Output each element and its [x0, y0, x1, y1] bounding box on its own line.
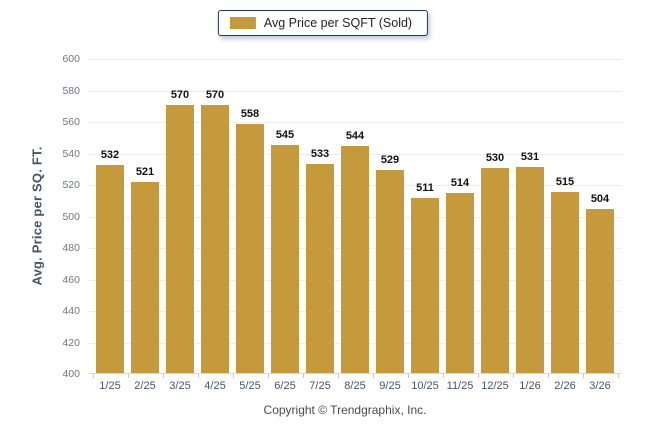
legend-swatch-icon: [229, 17, 256, 29]
y-tick-label: 560: [62, 116, 80, 128]
bar-3/26: [586, 209, 614, 373]
bar-11/25: [446, 193, 474, 373]
y-tick-label: 580: [62, 84, 80, 97]
bar-8/25: [341, 146, 369, 373]
x-tick-label: 6/25: [274, 380, 296, 392]
bar-3/25: [166, 105, 194, 373]
bar-1/25: [96, 165, 124, 373]
bar-2/26: [551, 191, 579, 373]
x-axis-tick: [92, 374, 94, 378]
x-axis-tick: [372, 374, 374, 378]
bar-2/25: [131, 182, 159, 373]
x-axis-tick: [337, 374, 339, 378]
x-axis-tick: [127, 374, 129, 378]
x-axis-tick: [617, 374, 619, 378]
x-tick-label: 9/25: [379, 380, 401, 392]
bar-value-label: 529: [380, 153, 400, 166]
y-tick-label: 480: [62, 242, 80, 254]
y-tick-label: 440: [62, 305, 80, 317]
x-axis-tick: [302, 374, 304, 378]
bar-value-label: 544: [345, 130, 365, 143]
bar-6/25: [271, 144, 299, 373]
x-tick-label: 4/25: [204, 380, 226, 392]
bar-1/26: [516, 166, 544, 373]
x-axis-tick: [512, 374, 514, 378]
bar-value-label: 521: [135, 166, 155, 179]
y-tick-label: 500: [62, 210, 80, 223]
x-tick-label: 2/26: [554, 380, 576, 392]
x-axis-line: [88, 373, 622, 374]
bar-value-label: 570: [205, 89, 225, 102]
x-axis-tick: [232, 374, 234, 378]
x-axis-tick: [547, 374, 549, 378]
x-axis-tick: [442, 374, 444, 378]
legend-label: Avg Price per SQFT (Sold): [263, 16, 413, 30]
x-tick-label: 1/26: [519, 380, 541, 392]
bar-value-label: 511: [416, 182, 434, 195]
x-axis-tick: [267, 374, 269, 378]
bar-12/25: [481, 168, 509, 373]
x-tick-label: 1/25: [99, 380, 121, 392]
bar-5/25: [236, 124, 264, 373]
bar-value-label: 504: [590, 193, 610, 206]
bar-value-label: 532: [100, 149, 120, 162]
bar-7/25: [306, 163, 334, 373]
bar-value-label: 530: [485, 152, 505, 165]
x-tick-label: 5/25: [239, 380, 261, 392]
x-tick-label: 7/25: [309, 380, 331, 392]
y-tick-label: 460: [62, 273, 80, 286]
legend: Avg Price per SQFT (Sold): [217, 10, 429, 36]
bar-value-label: 533: [310, 147, 330, 160]
copyright-text: Copyright © Trendgraphix, Inc.: [263, 403, 427, 417]
x-axis-tick: [582, 374, 584, 378]
y-tick-label: 520: [62, 179, 80, 191]
x-tick-label: 3/25: [169, 380, 191, 392]
plot-area: 600 580 560 540 520 500 480 460 440 420 400 532 1/25…: [62, 53, 622, 392]
bar-value-label: 558: [240, 108, 260, 121]
x-tick-label: 12/25: [481, 380, 509, 392]
x-tick-label: 11/25: [446, 380, 474, 392]
x-tick-label: 8/25: [344, 380, 366, 392]
bar-value-label: 514: [450, 177, 470, 190]
gridline-560: [88, 122, 622, 123]
bar-value-label: 515: [555, 175, 575, 188]
y-tick-label: 600: [62, 53, 80, 65]
y-tick-label: 400: [62, 368, 80, 380]
gridline-600: [88, 59, 622, 60]
y-tick-label: 540: [62, 147, 80, 160]
bar-9/25: [376, 169, 404, 373]
y-tick-label: 420: [62, 336, 80, 349]
bar-value-label: 531: [520, 150, 540, 163]
bar-value-label: 545: [275, 128, 295, 141]
x-axis-tick: [407, 374, 409, 378]
bar-value-label: 570: [170, 89, 190, 102]
x-tick-label: 3/26: [589, 380, 611, 392]
bar-10/25: [411, 198, 439, 373]
gridline-580: [88, 90, 622, 92]
x-axis-tick: [197, 374, 199, 378]
x-axis-tick: [477, 374, 479, 378]
x-axis-tick: [162, 374, 164, 378]
bar-4/25: [201, 105, 229, 373]
x-tick-label: 2/25: [134, 380, 156, 392]
x-tick-label: 10/25: [411, 380, 439, 392]
